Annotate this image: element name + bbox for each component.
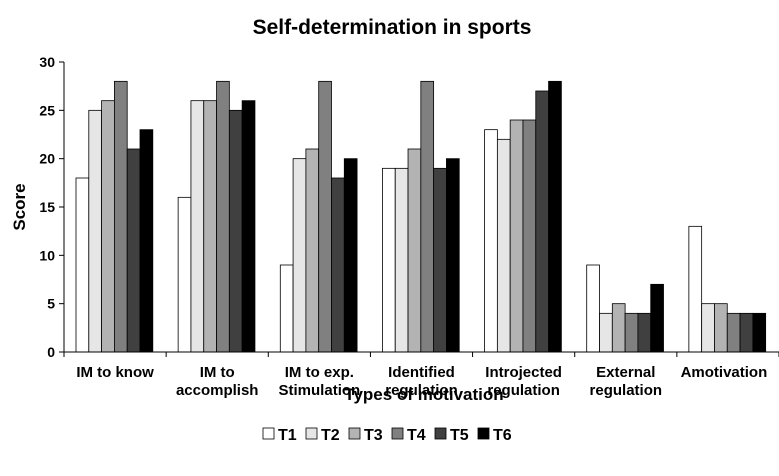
legend-item-t2: T2 [305, 427, 340, 444]
legend-swatch [434, 427, 447, 440]
x-tick-label: IM to exp. Stimulation [279, 364, 361, 399]
bar-t3-cat5 [611, 303, 626, 353]
legend-swatch [391, 427, 404, 440]
bar-t3-cat0 [101, 100, 115, 353]
bar-t5-cat3 [433, 167, 447, 353]
legend-swatch [262, 427, 275, 440]
bar-t2-cat3 [394, 167, 409, 353]
bar-t3-cat3 [407, 148, 422, 353]
bar-t6-cat2 [343, 158, 358, 353]
bar-t4-cat6 [726, 312, 741, 353]
y-tick-label: 30 [39, 54, 55, 70]
legend-label: T3 [364, 427, 383, 444]
bar-t5-cat1 [228, 109, 243, 353]
bar-t3-cat6 [714, 303, 728, 353]
bar-t1-cat0 [75, 177, 90, 353]
bar-t6-cat0 [139, 129, 154, 353]
y-tick-label: 15 [39, 199, 55, 215]
legend-item-t6: T6 [477, 427, 512, 444]
bar-t5-cat0 [126, 148, 141, 353]
x-axis-label: Types of motivation [344, 385, 503, 404]
y-tick-label: 5 [47, 296, 55, 312]
legend-label: T2 [321, 427, 340, 444]
bar-t4-cat2 [318, 80, 332, 353]
bar-t5-cat4 [535, 90, 549, 353]
bar-t2-cat1 [190, 100, 205, 353]
bar-t1-cat4 [484, 129, 498, 353]
legend-label: T1 [278, 427, 297, 444]
bar-t1-cat6 [688, 225, 703, 353]
bar-t4-cat5 [624, 312, 639, 353]
plot-area: 0 5 10 15 20 25 30 IM to know IM to accomplish IM … [39, 54, 779, 399]
bar-t6-cat5 [650, 283, 664, 353]
legend-swatch [477, 427, 490, 440]
bar-t3-cat1 [203, 100, 217, 353]
x-tick-label: External regulation [590, 364, 663, 399]
bar-t1-cat3 [382, 167, 396, 353]
legend: T1 T2 T3 T4 T5 T6 [262, 427, 512, 444]
bar-t5-cat5 [637, 312, 652, 353]
x-tick-label: Introjected regulation [485, 364, 562, 399]
legend-swatch [348, 427, 361, 440]
chart-title: Self-determination in sports [253, 16, 532, 39]
x-tick-label: IM to accomplish [176, 364, 259, 399]
bar-t5-cat6 [739, 312, 754, 353]
bar-t1-cat2 [279, 264, 294, 353]
y-tick-label: 10 [39, 247, 55, 263]
legend-label: T5 [450, 427, 469, 444]
legend-item-t5: T5 [434, 427, 469, 444]
x-tick-label: IM to know [76, 364, 154, 381]
bar-t1-cat1 [177, 196, 192, 353]
x-tick-label: Identified regulation [385, 364, 458, 399]
legend-item-t1: T1 [262, 427, 297, 444]
bar-t5-cat2 [331, 177, 345, 353]
y-tick-label: 20 [39, 151, 55, 167]
legend-swatch [305, 427, 318, 440]
x-tick-label: Amotivation [681, 364, 768, 381]
bar-t2-cat6 [701, 303, 715, 353]
bar-t1-cat5 [586, 264, 600, 353]
bar-t6-cat1 [241, 100, 256, 353]
bar-t4-cat3 [420, 80, 435, 353]
bar-t6-cat6 [752, 312, 767, 353]
bar-t2-cat4 [496, 138, 511, 353]
bar-t6-cat3 [446, 158, 460, 353]
bar-t4-cat4 [522, 119, 537, 353]
bar-t6-cat4 [548, 80, 562, 353]
y-tick-label: 25 [39, 102, 55, 118]
legend-label: T6 [493, 427, 512, 444]
legend-item-t4: T4 [391, 427, 426, 444]
bar-t4-cat0 [114, 80, 128, 353]
bar-t2-cat0 [88, 109, 103, 353]
bar-t3-cat2 [305, 148, 320, 353]
bar-t3-cat4 [509, 119, 524, 353]
bar-t2-cat2 [292, 158, 307, 353]
bar-t4-cat1 [216, 80, 230, 353]
legend-item-t3: T3 [348, 427, 383, 444]
legend-label: T4 [407, 427, 426, 444]
bar-t2-cat5 [599, 312, 613, 353]
y-tick-label: 0 [47, 344, 55, 360]
y-axis-label: Score [10, 183, 29, 230]
